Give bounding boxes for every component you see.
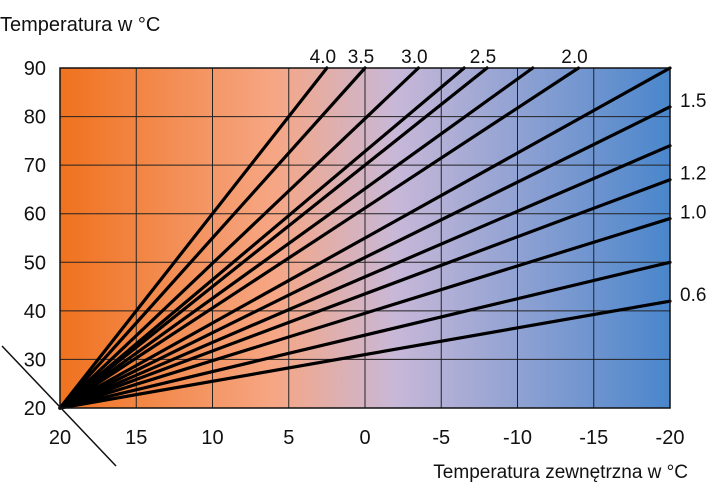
- plot-frame: [59, 67, 671, 409]
- heating-curve-line: [58, 66, 420, 410]
- curve-label-top: 3.5: [348, 47, 374, 68]
- heating-curve-line: [58, 178, 672, 410]
- heating-curve-line: [58, 299, 672, 410]
- heating-curve-line: [58, 66, 489, 410]
- y-tick-label: 80: [24, 107, 46, 129]
- curve-label-right: 1.0: [680, 203, 706, 224]
- y-tick-label: 60: [24, 204, 46, 226]
- y-tick-label: 30: [24, 349, 46, 371]
- x-tick-label: -20: [656, 427, 685, 449]
- curve-label-top: 3.0: [401, 47, 427, 68]
- x-tick-label: 10: [201, 427, 223, 449]
- curve-label-right: 0.6: [680, 285, 706, 306]
- heating-curve-line: [58, 144, 672, 410]
- x-tick-label: 15: [125, 427, 147, 449]
- curve-label-top: 4.0: [310, 47, 336, 68]
- heating-curve-line: [58, 216, 672, 410]
- heating-curve-line: [58, 66, 672, 410]
- y-tick-label: 50: [24, 252, 46, 274]
- x-axis-label: Temperatura zewnętrzna w °C: [433, 462, 688, 483]
- x-tick-label: -15: [579, 427, 608, 449]
- y-axis-label: Temperatura w °C: [0, 14, 160, 36]
- x-tick-label: 0: [359, 427, 370, 449]
- heating-curve-line: [58, 105, 672, 410]
- y-tick-label: 20: [24, 398, 46, 420]
- x-tick-label: 5: [283, 427, 294, 449]
- curve-label-right: 1.5: [680, 91, 706, 112]
- y-tick-label: 90: [24, 58, 46, 80]
- y-tick-label: 70: [24, 155, 46, 177]
- x-tick-label: -10: [503, 427, 532, 449]
- heating-curve-line: [58, 66, 367, 410]
- heating-curve-line: [58, 66, 466, 410]
- x-tick-label: 20: [49, 427, 71, 449]
- curve-label-top: 2.0: [561, 47, 587, 68]
- heating-curve-line: [58, 66, 581, 410]
- x-tick-label: -5: [432, 427, 450, 449]
- curve-label-top: 2.5: [470, 47, 496, 68]
- heating-curve-line: [58, 66, 329, 410]
- heating-curve-line: [58, 66, 535, 410]
- heating-curve-line: [58, 260, 672, 410]
- y-tick-label: 40: [24, 301, 46, 323]
- curve-label-right: 1.2: [680, 164, 706, 185]
- axis-diagonal-line: [1, 345, 117, 467]
